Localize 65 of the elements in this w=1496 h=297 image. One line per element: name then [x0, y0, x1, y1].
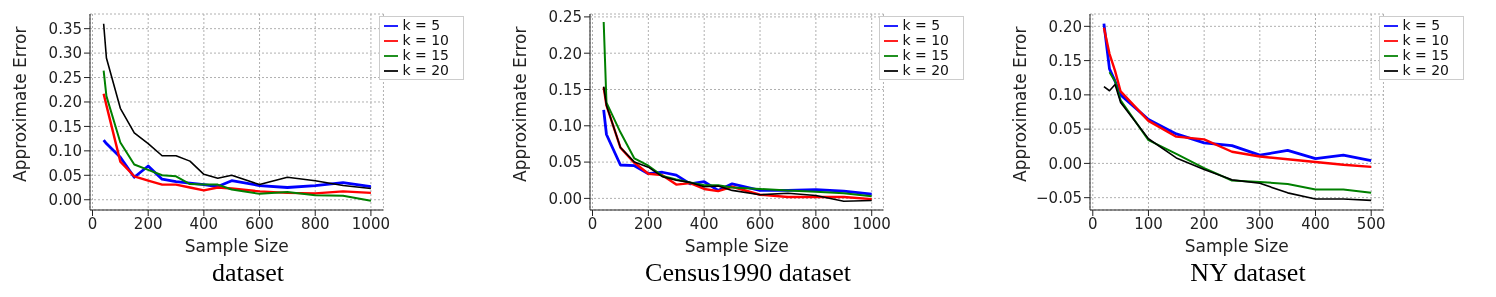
x-tick-label: 800 — [300, 214, 330, 233]
legend-label: k = 20 — [402, 62, 449, 78]
legend-label: k = 10 — [402, 32, 449, 48]
x-tick-label: 1000 — [852, 214, 891, 233]
legend-label: k = 10 — [1402, 32, 1449, 48]
y-tick-label: 0.35 — [48, 19, 82, 38]
line-series — [102, 69, 372, 202]
legend-label: k = 15 — [402, 47, 449, 63]
y-tick-label: 0.10 — [1048, 86, 1082, 105]
y-axis-title: Approximate Error — [510, 26, 531, 182]
legend-label: k = 5 — [902, 17, 941, 33]
y-tick-label: 0.15 — [1048, 51, 1082, 70]
text: Census1990 dataset — [645, 258, 851, 288]
legend-label: k = 20 — [902, 62, 949, 78]
y-tick-label: 0.20 — [48, 93, 82, 112]
y-tick-label: −0.05 — [1036, 188, 1082, 207]
y-tick-label: 0.10 — [48, 142, 82, 161]
x-tick-label: 800 — [801, 214, 831, 233]
legend-label: k = 20 — [1402, 62, 1449, 78]
y-tick-label: 0.00 — [1048, 154, 1082, 173]
y-tick-label: 0.25 — [48, 68, 82, 87]
x-tick-label: 1000 — [351, 214, 390, 233]
text: dataset — [211, 258, 285, 288]
y-tick-label: 0.05 — [548, 153, 582, 172]
y-tick-label: 0.00 — [548, 189, 582, 208]
y-axis-title: Approximate Error — [1010, 26, 1031, 182]
legend-label: k = 10 — [902, 32, 949, 48]
line-series — [602, 20, 873, 198]
y-tick-label: 0.15 — [48, 117, 82, 136]
x-tick-label: 400 — [689, 214, 719, 233]
line-series — [1103, 83, 1372, 202]
x-tick-label: 500 — [1356, 214, 1386, 233]
x-axis-title: Sample Size — [184, 236, 289, 256]
legend-label: k = 5 — [402, 17, 441, 33]
y-tick-label: 0.20 — [548, 44, 582, 63]
x-tick-label: 400 — [189, 214, 219, 233]
x-axis-title: Sample Size — [684, 236, 789, 256]
y-tick-label: 0.05 — [48, 166, 82, 185]
text: NY dataset — [1190, 258, 1306, 288]
y-axis-title: Approximate Error — [10, 26, 31, 182]
x-tick-label: 100 — [1134, 214, 1163, 233]
x-tick-label: 400 — [1301, 214, 1330, 233]
x-tick-label: 200 — [634, 214, 663, 233]
line-series — [102, 22, 372, 190]
x-tick-label: 600 — [245, 214, 274, 233]
x-tick-label: 600 — [745, 214, 775, 233]
y-tick-label: 0.10 — [548, 117, 582, 136]
legend-label: k = 15 — [1402, 47, 1449, 63]
y-tick-label: 0.15 — [548, 80, 582, 99]
y-tick-label: 0.05 — [1048, 120, 1082, 139]
legend-label: k = 15 — [902, 47, 949, 63]
y-tick-label: 0.25 — [548, 8, 582, 27]
line-series — [1108, 71, 1373, 194]
x-tick-label: 200 — [1189, 214, 1219, 233]
x-axis-title: Sample Size — [1184, 236, 1289, 256]
legend-label: k = 5 — [1402, 17, 1441, 33]
x-tick-label: 0 — [1088, 214, 1098, 233]
x-tick-label: 0 — [587, 214, 598, 233]
y-tick-label: 0.00 — [48, 191, 82, 210]
y-tick-label: 0.20 — [1048, 17, 1082, 36]
x-tick-label: 300 — [1245, 214, 1275, 233]
y-tick-label: 0.30 — [48, 44, 82, 63]
x-tick-label: 0 — [87, 214, 98, 233]
x-tick-label: 200 — [133, 214, 163, 233]
line-series — [102, 92, 373, 195]
